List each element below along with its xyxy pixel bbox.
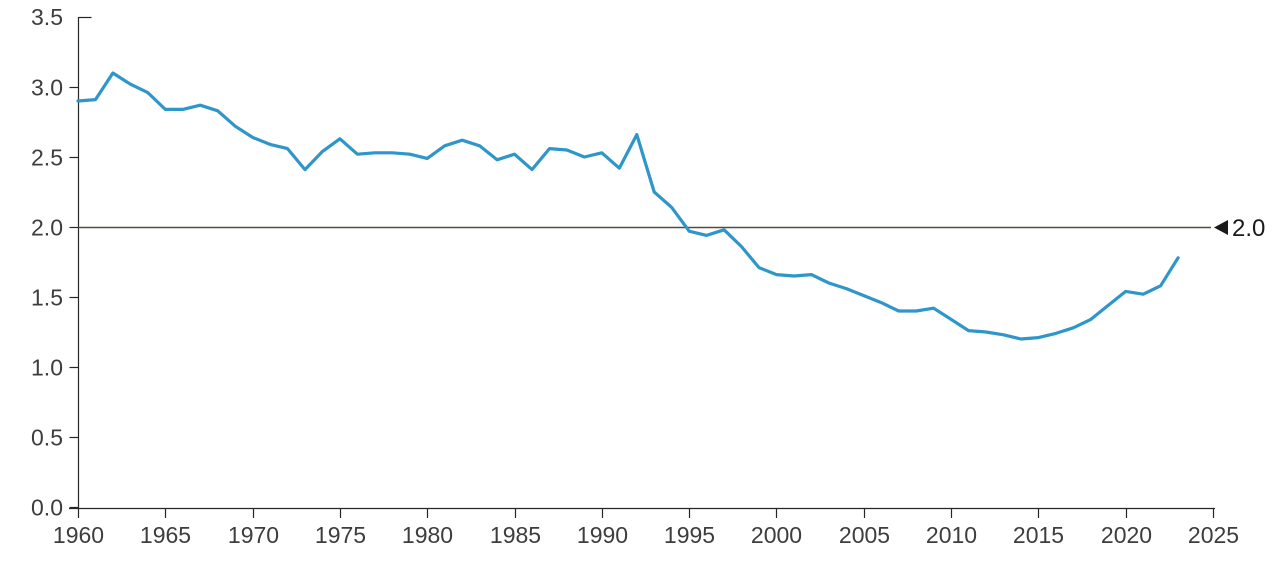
y-tick-label: 1.0 [31,355,63,381]
reference-annotation: 2.0 [1214,215,1265,242]
x-tick-label: 1960 [53,522,104,548]
x-tick-label: 1980 [402,522,453,548]
x-tick-label: 2010 [926,522,977,548]
y-tick-label: 3.0 [31,75,63,101]
y-axis: 0.0 0.5 1.0 1.5 2.0 2.5 3.0 3.5 [31,4,92,521]
y-tick-label: 2.5 [31,145,63,171]
x-tick-label: 2000 [751,522,802,548]
x-axis: 1960 1965 1970 1975 1980 1985 1990 1995 2000 2005… [53,507,1239,548]
y-tick-label: 0.5 [31,425,63,451]
left-triangle-marker-icon [1214,220,1228,235]
x-tick-label: 2015 [1013,522,1064,548]
y-tick-label: 0.0 [31,495,63,521]
x-tick-label: 2020 [1101,522,1152,548]
x-tick-label: 1965 [140,522,191,548]
x-tick-label: 2025 [1188,522,1239,548]
data-series-line [76,71,1180,341]
x-tick-label: 1970 [228,522,279,548]
x-tick-label: 1975 [315,522,366,548]
y-tick-label: 2.0 [31,215,63,241]
x-tick-label: 2005 [839,522,890,548]
x-tick-label: 1985 [490,522,541,548]
x-tick-label: 1995 [664,522,715,548]
x-tick-label: 1990 [577,522,628,548]
reference-value-label: 2.0 [1232,215,1265,242]
y-tick-label: 3.5 [31,4,63,30]
y-tick-label: 1.5 [31,285,63,311]
